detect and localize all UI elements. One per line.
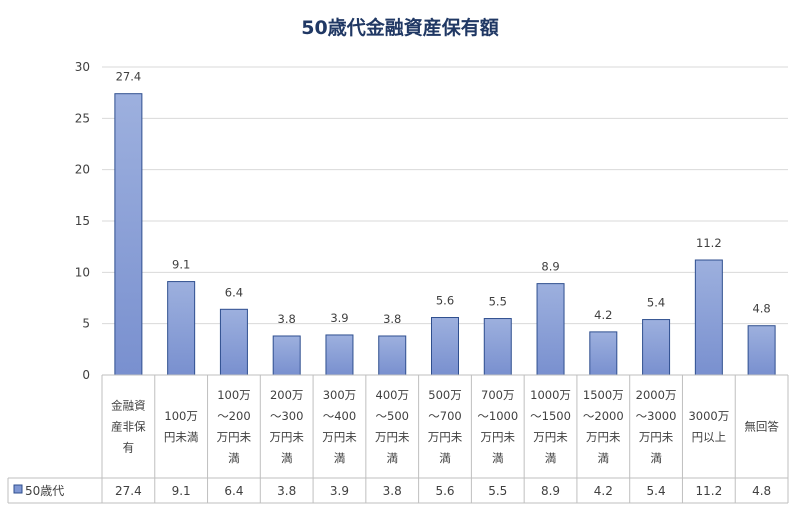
bar <box>114 93 143 376</box>
category-label: 1500万 <box>583 388 624 402</box>
y-axis-ticks: 0 5 10 15 20 25 30 <box>75 60 90 382</box>
bar <box>747 325 776 376</box>
category-label: 1000万 <box>530 388 571 402</box>
bar <box>694 259 723 376</box>
table-value: 27.4 <box>115 484 142 498</box>
category-label: 満 <box>386 451 398 465</box>
category-label: 500万 <box>428 388 461 402</box>
y-tick-label: 5 <box>82 317 90 331</box>
chart-title: 50歳代金融資産保有額 <box>301 16 498 39</box>
table-value: 4.2 <box>594 484 613 498</box>
category-label: 100万 <box>164 409 197 423</box>
bar <box>325 334 354 376</box>
category-label: 100万 <box>217 388 250 402</box>
table-value: 3.8 <box>277 484 296 498</box>
category-label: 円未満 <box>164 430 199 444</box>
bar <box>378 335 407 376</box>
category-label: 400万 <box>376 388 409 402</box>
category-label: 3000万 <box>688 409 729 423</box>
table-value: 3.8 <box>383 484 402 498</box>
legend-key <box>13 484 23 494</box>
category-label: ～500 <box>376 409 409 423</box>
data-label: 11.2 <box>696 236 722 250</box>
category-label: 700万 <box>481 388 514 402</box>
table-value: 11.2 <box>695 484 722 498</box>
category-label: 満 <box>545 451 557 465</box>
category-label: ～1500 <box>530 409 571 423</box>
data-labels: 27.4 9.1 6.4 3.8 3.9 3.8 5.6 5.5 8.9 4.2 5.4 11.2 4.… <box>116 70 771 326</box>
category-label: 万円未 <box>322 430 357 444</box>
category-label: 満 <box>228 451 240 465</box>
category-label: 満 <box>650 451 662 465</box>
bar <box>431 317 459 376</box>
category-label: ～3000 <box>636 409 677 423</box>
bar <box>536 283 565 376</box>
category-label: 万円未 <box>481 430 516 444</box>
data-label: 4.2 <box>594 308 612 322</box>
y-tick-label: 20 <box>75 163 90 177</box>
data-label: 27.4 <box>116 70 142 84</box>
category-label: ～2000 <box>583 409 624 423</box>
bar <box>483 318 512 376</box>
category-label: 円以上 <box>692 430 727 444</box>
category-label: 満 <box>281 451 293 465</box>
category-label: ～700 <box>428 409 461 423</box>
data-label: 3.8 <box>278 312 296 326</box>
y-tick-label: 25 <box>75 111 90 125</box>
y-tick-label: 10 <box>75 265 90 279</box>
category-label: 満 <box>598 451 610 465</box>
y-tick-label: 15 <box>75 214 90 228</box>
table-value: 5.5 <box>488 484 507 498</box>
category-label: 無回答 <box>744 420 779 434</box>
category-label: 万円未 <box>586 430 621 444</box>
bar <box>219 308 248 376</box>
bars <box>114 93 776 376</box>
data-label: 5.5 <box>489 295 507 309</box>
category-label: ～300 <box>270 409 303 423</box>
category-label: 満 <box>492 451 504 465</box>
data-label: 3.8 <box>383 312 401 326</box>
category-label: 有 <box>123 441 135 455</box>
category-label: ～1000 <box>477 409 518 423</box>
bar <box>642 319 671 376</box>
category-label: 産非保 <box>111 420 146 434</box>
data-label: 8.9 <box>541 260 559 274</box>
category-label: ～400 <box>323 409 356 423</box>
table-value: 9.1 <box>172 484 191 498</box>
data-label: 4.8 <box>752 302 770 316</box>
table-value: 4.8 <box>752 484 771 498</box>
data-label: 9.1 <box>172 258 190 272</box>
category-label: 金融資 <box>111 399 146 413</box>
data-label: 5.4 <box>647 296 665 310</box>
category-label: 万円未 <box>428 430 463 444</box>
category-label: 万円未 <box>217 430 252 444</box>
category-label: 万円未 <box>375 430 410 444</box>
data-label: 3.9 <box>330 311 348 325</box>
y-tick-label: 30 <box>75 60 90 74</box>
bar <box>272 335 301 376</box>
bar <box>167 281 196 376</box>
category-label: 200万 <box>270 388 303 402</box>
table-value: 6.4 <box>224 484 243 498</box>
bar <box>589 331 618 376</box>
table-value: 5.4 <box>647 484 666 498</box>
category-label: 2000万 <box>636 388 677 402</box>
table-value: 3.9 <box>330 484 349 498</box>
table-value: 5.6 <box>435 484 454 498</box>
grid-lines <box>102 66 788 376</box>
category-label: 満 <box>439 451 451 465</box>
data-label: 6.4 <box>225 285 243 299</box>
category-label: 万円未 <box>533 430 568 444</box>
data-label: 5.6 <box>436 294 454 308</box>
category-label: 万円未 <box>269 430 304 444</box>
category-label: 万円未 <box>639 430 674 444</box>
y-tick-label: 0 <box>82 368 90 382</box>
category-label: 300万 <box>323 388 356 402</box>
category-label: 満 <box>334 451 346 465</box>
series-name: 50歳代 <box>25 484 64 498</box>
category-label: ～200 <box>217 409 250 423</box>
table-value: 8.9 <box>541 484 560 498</box>
